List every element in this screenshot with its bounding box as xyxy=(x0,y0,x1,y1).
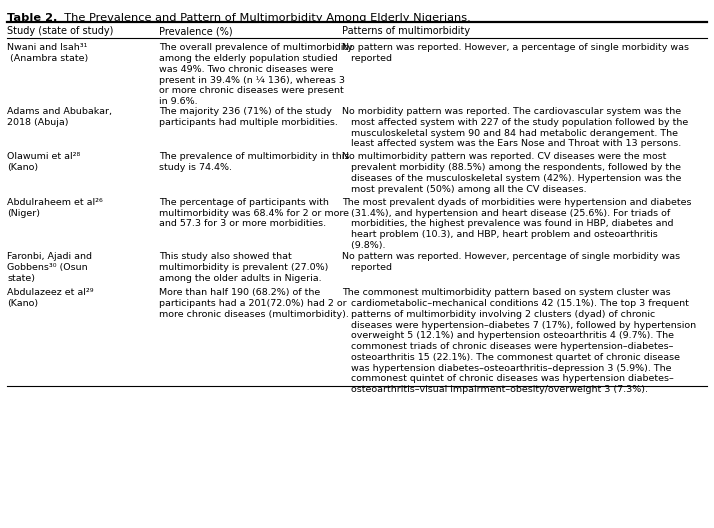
Text: No multimorbidity pattern was reported. CV diseases were the most
   prevalent m: No multimorbidity pattern was reported. … xyxy=(342,153,681,194)
Text: Nwani and Isah³¹
 (Anambra state): Nwani and Isah³¹ (Anambra state) xyxy=(7,43,89,63)
Text: Faronbi, Ajadi and
Gobbens³⁰ (Osun
state): Faronbi, Ajadi and Gobbens³⁰ (Osun state… xyxy=(7,252,92,283)
Text: The prevalence of multimorbidity in this
study is 74.4%.: The prevalence of multimorbidity in this… xyxy=(159,153,349,172)
Text: Patterns of multimorbidity: Patterns of multimorbidity xyxy=(342,26,470,36)
Text: Abdulraheem et al²⁶
(Niger): Abdulraheem et al²⁶ (Niger) xyxy=(7,198,103,218)
Text: No pattern was reported. However, percentage of single morbidity was
   reported: No pattern was reported. However, percen… xyxy=(342,252,680,272)
Text: The commonest multimorbidity pattern based on system cluster was
   cardiometabo: The commonest multimorbidity pattern bas… xyxy=(342,288,696,394)
Text: Abdulazeez et al²⁹
(Kano): Abdulazeez et al²⁹ (Kano) xyxy=(7,288,94,308)
Text: Study (state of study): Study (state of study) xyxy=(7,26,114,36)
Text: The percentage of participants with
multimorbidity was 68.4% for 2 or more
and 5: The percentage of participants with mult… xyxy=(159,198,349,228)
Text: The overall prevalence of multimorbidity
among the elderly population studied
wa: The overall prevalence of multimorbidity… xyxy=(159,43,353,106)
Text: The Prevalence and Pattern of Multimorbidity Among Elderly Nigerians.: The Prevalence and Pattern of Multimorbi… xyxy=(57,13,471,23)
Text: Olawumi et al²⁸
(Kano): Olawumi et al²⁸ (Kano) xyxy=(7,153,80,172)
Text: No morbidity pattern was reported. The cardiovascular system was the
   most aff: No morbidity pattern was reported. The c… xyxy=(342,107,688,148)
Text: No pattern was reported. However, a percentage of single morbidity was
   report: No pattern was reported. However, a perc… xyxy=(342,43,689,63)
Text: More than half 190 (68.2%) of the
participants had a 201(72.0%) had 2 or
more ch: More than half 190 (68.2%) of the partic… xyxy=(159,288,349,319)
Text: The majority 236 (71%) of the study
participants had multiple morbidities.: The majority 236 (71%) of the study part… xyxy=(159,107,338,127)
Text: Prevalence (%): Prevalence (%) xyxy=(159,26,233,36)
Text: The most prevalent dyads of morbidities were hypertension and diabetes
   (31.4%: The most prevalent dyads of morbidities … xyxy=(342,198,691,250)
Text: This study also showed that
multimorbidity is prevalent (27.0%)
among the older : This study also showed that multimorbidi… xyxy=(159,252,328,283)
Text: Adams and Abubakar,
2018 (Abuja): Adams and Abubakar, 2018 (Abuja) xyxy=(7,107,112,127)
Text: Table 2.: Table 2. xyxy=(7,13,57,23)
